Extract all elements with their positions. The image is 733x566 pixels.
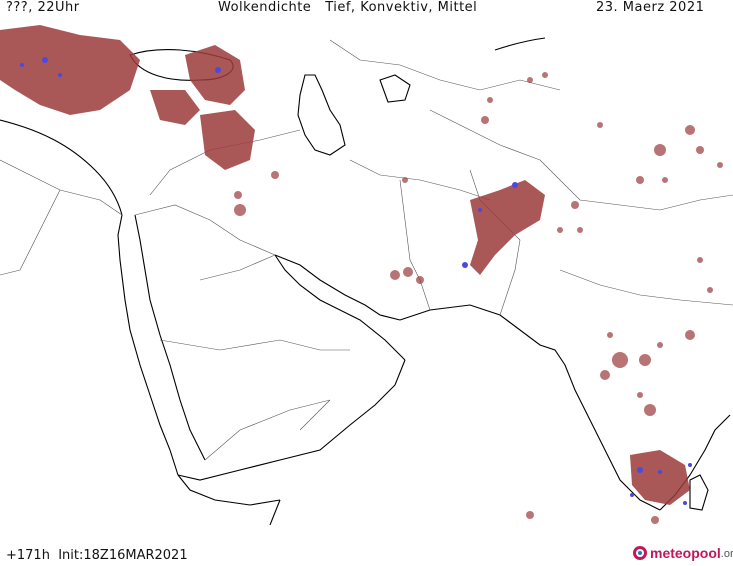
caspian-sea bbox=[297, 74, 346, 156]
gulf-north-coast bbox=[274, 254, 401, 321]
logo-tld: .org bbox=[720, 548, 733, 560]
red-sea-west-coast bbox=[117, 214, 179, 476]
balkhash-lake bbox=[494, 37, 546, 51]
persian-gulf-coast bbox=[274, 254, 406, 361]
cloud-black-sea bbox=[185, 45, 245, 105]
pakistan-india-coast bbox=[399, 304, 661, 511]
meteopool-logo[interactable]: meteopool .org bbox=[632, 545, 733, 561]
africa-east bbox=[269, 499, 281, 525]
cloud-anatolia bbox=[150, 90, 200, 125]
valid-time-label: ???, 22Uhr bbox=[6, 0, 80, 15]
cloud-cover-scattered bbox=[234, 72, 723, 524]
aral-sea bbox=[379, 74, 411, 103]
red-sea-east-coast bbox=[134, 214, 206, 461]
mediterranean-coast bbox=[0, 119, 123, 216]
somalia-horn bbox=[177, 474, 281, 506]
convective-cells bbox=[20, 57, 692, 505]
arabia-south-coast bbox=[177, 359, 406, 481]
cloud-turkey-east bbox=[200, 110, 255, 170]
cloud-pakistan bbox=[470, 180, 545, 275]
map-title: Wolkendichte Tief, Konvektiv, Mittel bbox=[218, 0, 478, 15]
meteopool-logo-icon bbox=[633, 546, 647, 560]
logo-name: meteopool bbox=[650, 545, 721, 561]
cloud-mediterranean bbox=[0, 25, 140, 115]
cloud-cover bbox=[0, 25, 690, 505]
weather-map bbox=[0, 25, 733, 525]
coastlines bbox=[0, 37, 731, 525]
sri-lanka bbox=[689, 474, 709, 511]
run-info: +171h Init:18Z16MAR2021 bbox=[6, 548, 188, 563]
cloud-india-south bbox=[630, 450, 690, 505]
date-label: 23. Maerz 2021 bbox=[596, 0, 705, 15]
